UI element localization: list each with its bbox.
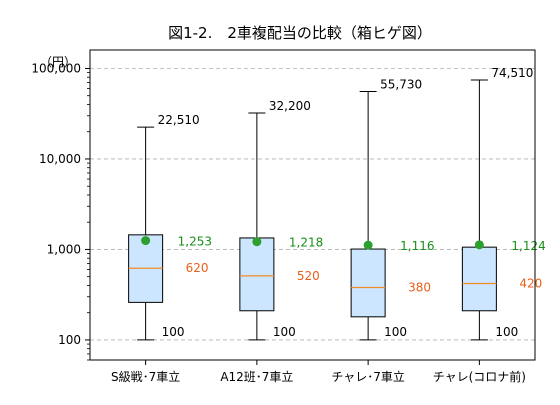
min-label: 100 xyxy=(162,325,185,339)
iqr-box xyxy=(350,248,386,318)
x-tick-label: A12班･7車立 xyxy=(220,369,293,384)
max-label: 55,730 xyxy=(380,77,422,91)
min-label: 100 xyxy=(384,325,407,339)
mean-marker xyxy=(474,240,484,250)
box-3 xyxy=(350,90,386,341)
median-label: 380 xyxy=(408,280,431,294)
chart-title: 図1-2. 2車複配当の比較（箱ヒゲ図） xyxy=(168,24,432,42)
plot-frame xyxy=(89,49,536,361)
max-label: 22,510 xyxy=(158,113,200,127)
mean-marker xyxy=(363,240,373,250)
box-2 xyxy=(239,112,275,341)
max-label: 32,200 xyxy=(269,99,311,113)
iqr-box xyxy=(239,237,275,312)
y-tick-label: 10,000 xyxy=(39,152,81,166)
min-label: 100 xyxy=(495,325,518,339)
x-tick-label: チャレ･7車立 xyxy=(331,369,405,384)
y-tick-label: 100,000 xyxy=(31,61,81,75)
y-tick-label: 1,000 xyxy=(47,242,81,256)
x-tick-label: チャレ(コロナ前) xyxy=(433,369,526,384)
mean-label: 1,253 xyxy=(178,235,212,249)
mean-marker xyxy=(141,236,151,246)
mean-label: 1,124 xyxy=(511,239,545,253)
box-1 xyxy=(128,126,164,341)
y-axis: 100 1,000 10,000 100,000 xyxy=(31,61,90,361)
box-series xyxy=(128,79,497,341)
x-axis: S級戦･7車立 A12班･7車立 チャレ･7車立 チャレ(コロナ前) xyxy=(111,360,526,384)
mean-marker xyxy=(252,237,262,247)
iqr-box xyxy=(461,246,497,312)
mean-label: 1,116 xyxy=(400,239,434,253)
min-label: 100 xyxy=(273,325,296,339)
x-tick-label: S級戦･7車立 xyxy=(111,369,180,384)
y-unit-label: （円） xyxy=(40,55,76,69)
max-label: 74,510 xyxy=(491,66,533,80)
median-label: 520 xyxy=(297,269,320,283)
box-4 xyxy=(461,79,497,341)
value-labels: 22,510 1,253 620 100 32,200 1,218 520 100 55,730… xyxy=(158,66,546,339)
y-tick-label: 100 xyxy=(58,333,81,347)
median-label: 620 xyxy=(186,261,209,275)
mean-label: 1,218 xyxy=(289,236,323,250)
median-label: 420 xyxy=(519,277,542,291)
